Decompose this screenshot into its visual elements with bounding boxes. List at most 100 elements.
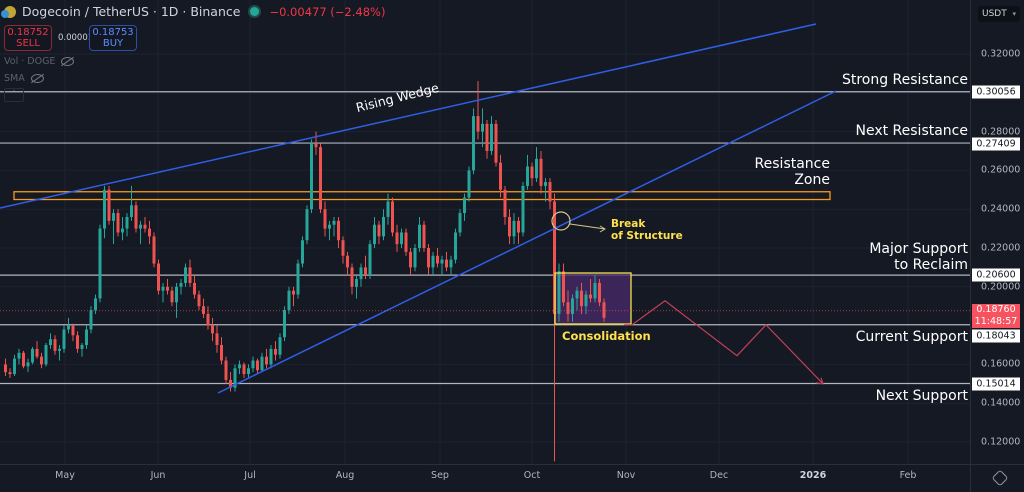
- sell-button[interactable]: 0.18752 SELL: [4, 25, 52, 51]
- candle-body: [301, 240, 304, 264]
- candle-body: [220, 345, 223, 361]
- candle-body: [557, 271, 561, 314]
- level-label-next-support: 0.15014: [972, 377, 1020, 391]
- candle-body: [422, 224, 426, 248]
- candle-body: [157, 263, 160, 291]
- candle-body: [517, 220, 520, 233]
- candle-body: [287, 290, 291, 311]
- candle-body: [521, 185, 525, 233]
- price-tick: 0.28000: [981, 126, 1021, 138]
- candle-body: [382, 216, 385, 237]
- time-tick: Jul: [244, 470, 256, 481]
- candle-body: [161, 286, 165, 291]
- candle-body: [148, 228, 151, 237]
- candle-body: [98, 228, 102, 299]
- candle-body: [107, 189, 111, 221]
- candle-body: [494, 123, 498, 163]
- candle-body: [8, 372, 12, 375]
- candle-body: [202, 306, 205, 314]
- candle-body: [341, 240, 345, 256]
- candle-body: [35, 348, 39, 357]
- candle-body: [143, 224, 147, 229]
- candle-body: [179, 282, 183, 287]
- candle-body: [58, 348, 61, 351]
- candle-body: [364, 267, 367, 276]
- candle-body: [197, 294, 201, 307]
- time-tick: Nov: [616, 470, 636, 481]
- candle-body: [256, 360, 259, 371]
- candle-body: [404, 232, 408, 252]
- resistance-zone-label: Resistance Zone: [755, 156, 830, 188]
- candle-body: [193, 282, 196, 295]
- price-tick: 0.16000: [981, 358, 1021, 370]
- candle-body: [598, 282, 601, 303]
- current-price: 0.18760: [976, 304, 1016, 315]
- break-arrowhead: [599, 225, 606, 233]
- projection-arrowhead: [815, 377, 824, 385]
- candle-body: [13, 358, 16, 375]
- indicator-sma[interactable]: SMA: [4, 73, 44, 84]
- candle-body: [575, 290, 579, 299]
- chevron-down-icon: ▾: [1012, 10, 1016, 18]
- major-support-line1: Major Support: [869, 241, 968, 257]
- candle-body: [103, 189, 106, 229]
- candle-body: [463, 197, 466, 214]
- break-line1: Break: [611, 218, 646, 230]
- current-support-label: Current Support: [855, 329, 968, 345]
- candle-body: [121, 228, 124, 233]
- candle-body: [125, 216, 129, 229]
- candle-body: [22, 352, 25, 367]
- candle-body: [454, 232, 457, 260]
- candle-body: [503, 189, 507, 217]
- market-open-icon: [250, 7, 260, 16]
- break-line2: of Structure: [611, 230, 683, 242]
- candle-body: [314, 143, 318, 148]
- symbol-title[interactable]: Dogecoin / TetherUS · 1D · Binance: [22, 4, 241, 19]
- candle-body: [53, 339, 57, 351]
- buy-label: BUY: [102, 38, 124, 49]
- candle-body: [395, 232, 399, 245]
- candle-body: [413, 248, 417, 268]
- level-label-next-resistance: 0.27409: [972, 137, 1020, 151]
- current-price-label: 0.18760 11:48:57: [972, 304, 1020, 328]
- time-tick: Feb: [899, 470, 917, 481]
- next-resistance-label: Next Resistance: [855, 123, 968, 139]
- break-circle: [551, 211, 571, 231]
- candle-body: [490, 123, 493, 151]
- buy-button[interactable]: 0.18753 BUY: [89, 25, 137, 51]
- candle-body: [526, 166, 529, 186]
- candle-body: [229, 379, 232, 388]
- candle-body: [233, 368, 237, 388]
- eye-hidden-icon[interactable]: [30, 74, 44, 83]
- candle-body: [359, 267, 363, 280]
- candle-body: [323, 209, 327, 229]
- candle-body: [80, 345, 84, 349]
- eye-hidden-icon[interactable]: [61, 57, 75, 66]
- indicator-sma-label: SMA: [4, 73, 25, 84]
- price-tick: 0.14000: [981, 397, 1021, 409]
- time-tick: Jun: [150, 470, 166, 481]
- candle-body: [319, 147, 322, 210]
- candle-body: [17, 352, 21, 359]
- candle-body: [472, 116, 475, 171]
- time-tick: Aug: [335, 470, 355, 481]
- candle-body: [184, 267, 187, 283]
- candle-body: [350, 267, 354, 287]
- candle-body: [449, 259, 453, 268]
- currency-select[interactable]: USDT ▾: [978, 6, 1020, 22]
- candle-body: [436, 255, 439, 264]
- candle-body: [278, 337, 282, 355]
- candle-body: [571, 298, 574, 314]
- sell-label: SELL: [16, 38, 40, 49]
- collapse-legend-button[interactable]: ⌃: [4, 88, 24, 102]
- candle-body: [130, 205, 133, 217]
- time-tick: Sep: [431, 470, 449, 481]
- candle-body: [134, 205, 138, 229]
- resistance-zone-line2: Zone: [794, 172, 830, 188]
- indicator-volume[interactable]: Vol · DOGE: [4, 56, 75, 67]
- candle-body: [206, 313, 210, 326]
- wedge-upper-line: [0, 23, 817, 209]
- bar-countdown: 11:48:57: [974, 315, 1018, 327]
- time-tick: Dec: [709, 470, 729, 481]
